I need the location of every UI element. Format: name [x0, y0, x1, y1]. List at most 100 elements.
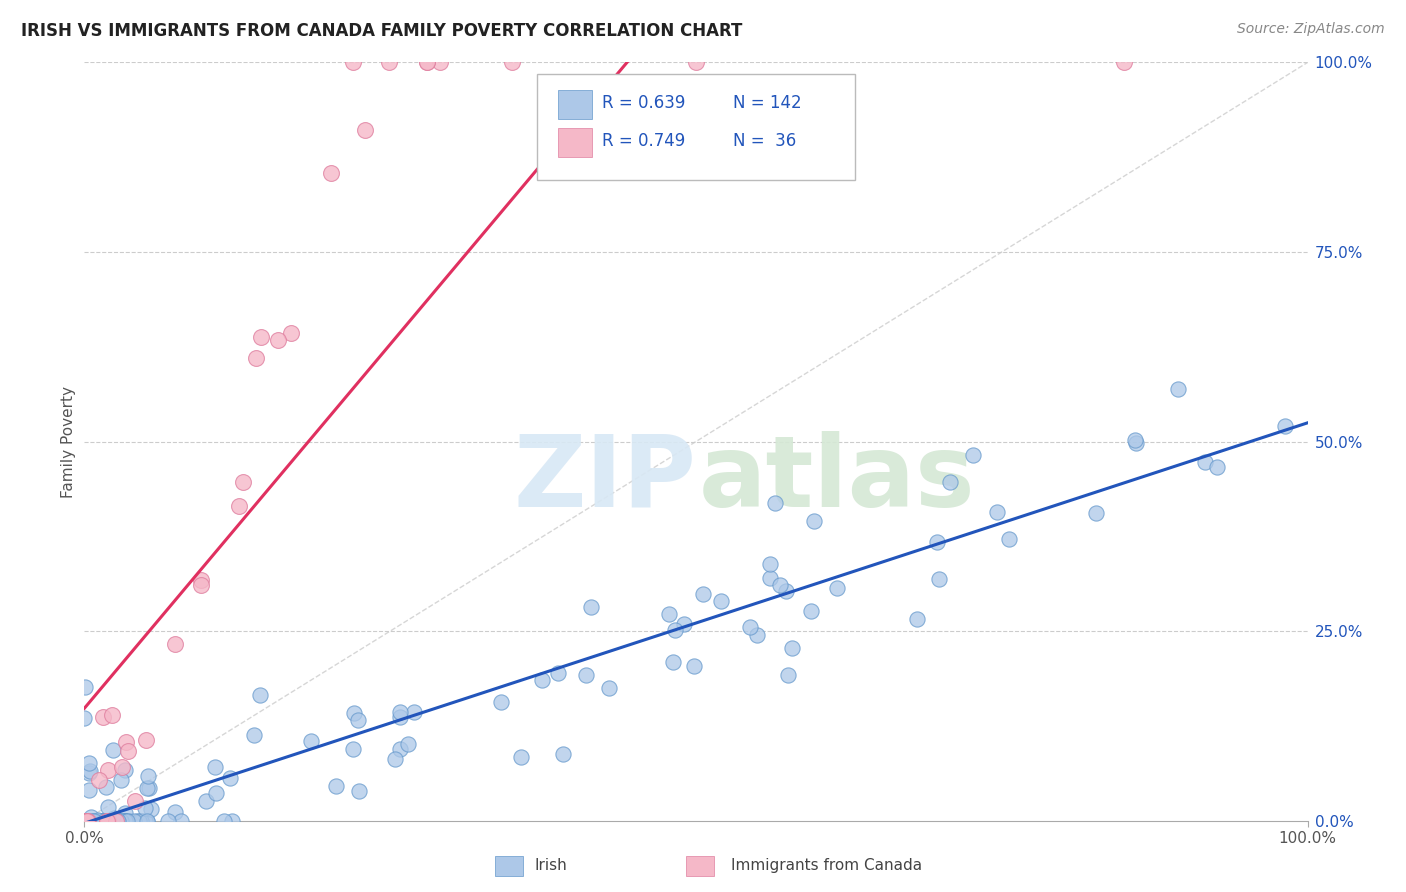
Point [776, 667, 799, 681]
Point [138, 780, 160, 795]
Point [96, 780, 118, 795]
Point [110, 814, 132, 828]
Point [156, 814, 179, 828]
Point [1123, 434, 1146, 448]
Point [170, 814, 193, 828]
Point [91, 814, 114, 828]
Point [96, 814, 118, 828]
Point [135, 814, 157, 828]
Point [212, 814, 235, 828]
Point [73, 814, 96, 828]
Point [86, 814, 108, 828]
Point [325, 779, 347, 793]
Text: Immigrants from Canada: Immigrants from Canada [731, 858, 922, 872]
Point [118, 814, 141, 828]
Point [107, 814, 129, 828]
Point [661, 656, 683, 670]
Point [80, 814, 103, 828]
Point [763, 495, 786, 509]
Point [96, 814, 118, 828]
Point [114, 814, 136, 828]
Point [97, 814, 120, 828]
Point [267, 333, 290, 347]
Point [100, 814, 122, 828]
Point [928, 572, 950, 586]
Point [747, 628, 769, 642]
Point [91, 814, 114, 828]
Point [84, 814, 107, 828]
Point [128, 814, 150, 828]
Point [93, 814, 115, 828]
Point [134, 801, 156, 815]
Point [86, 814, 108, 828]
Point [82, 814, 104, 828]
Point [1114, 55, 1136, 70]
Point [103, 814, 125, 828]
Point [76, 814, 98, 828]
Point [551, 747, 574, 761]
Point [925, 534, 948, 549]
Point [97, 799, 120, 814]
Point [122, 814, 145, 828]
Point [136, 814, 159, 828]
Point [1194, 455, 1216, 469]
Point [83, 814, 105, 828]
Point [242, 728, 264, 742]
Text: N = 142: N = 142 [733, 94, 801, 112]
Point [101, 708, 124, 723]
Point [90, 814, 112, 828]
Point [77, 756, 100, 770]
Point [107, 814, 129, 828]
Point [342, 742, 364, 756]
Point [83, 814, 105, 828]
Point [114, 814, 136, 828]
Point [509, 750, 531, 764]
Point [110, 772, 132, 787]
Point [114, 814, 136, 828]
FancyBboxPatch shape [537, 74, 855, 180]
Point [89, 814, 111, 828]
Point [758, 558, 780, 572]
Point [319, 166, 342, 180]
Point [104, 814, 127, 828]
Point [114, 763, 136, 777]
Point [195, 794, 218, 808]
Point [129, 814, 152, 828]
Point [75, 814, 97, 828]
Point [378, 55, 401, 70]
Point [769, 577, 792, 591]
Point [986, 505, 1008, 519]
Point [94, 814, 117, 828]
Point [232, 475, 254, 489]
Point [673, 617, 696, 632]
Point [79, 766, 101, 780]
Bar [558, 128, 592, 157]
Point [221, 814, 243, 828]
Point [73, 814, 96, 828]
Point [416, 55, 439, 70]
Point [75, 814, 97, 828]
Point [73, 680, 96, 694]
Point [354, 122, 377, 136]
Point [1206, 460, 1229, 475]
Point [163, 805, 186, 819]
Point [343, 706, 366, 720]
Point [245, 351, 267, 365]
Point [114, 814, 136, 828]
Point [75, 814, 97, 828]
Point [347, 783, 370, 797]
Point [101, 814, 124, 828]
Point [710, 594, 733, 608]
Point [299, 733, 322, 747]
Point [77, 783, 100, 797]
Point [135, 733, 157, 747]
Point [136, 769, 159, 783]
Point [75, 814, 97, 828]
Bar [686, 856, 714, 876]
Point [205, 786, 228, 800]
Text: atlas: atlas [699, 431, 974, 528]
Text: Source: ZipAtlas.com: Source: ZipAtlas.com [1237, 22, 1385, 37]
Point [740, 620, 762, 634]
Point [86, 813, 108, 827]
Point [89, 773, 111, 788]
